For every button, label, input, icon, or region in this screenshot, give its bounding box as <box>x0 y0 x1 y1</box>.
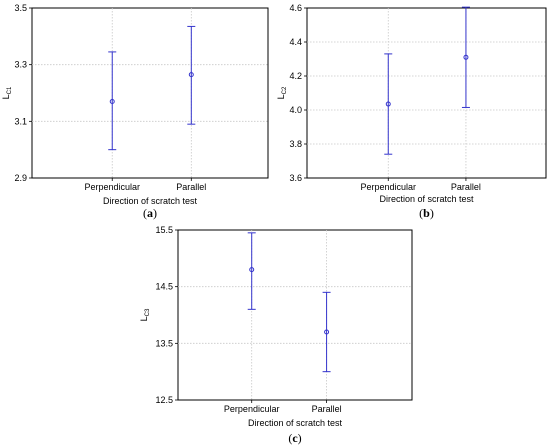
x-tick-label: Perpendicular <box>84 182 140 192</box>
y-tick-label: 3.1 <box>14 116 27 126</box>
y-tick-label: 3.8 <box>289 139 302 149</box>
caption-close-paren: ) <box>153 206 157 220</box>
x-tick-label: Parallel <box>451 182 481 192</box>
caption-close-paren: ) <box>298 431 302 445</box>
caption-open-paren: ( <box>288 431 292 445</box>
x-axis-label: Direction of scratch test <box>248 418 343 428</box>
chart-panel-b: 3.6 3.8 4.0 4.2 4.4 4.6 Perpendicular Parallel D… <box>276 3 547 220</box>
y-tick-label: 3.6 <box>289 173 302 183</box>
x-axis-label: Direction of scratch test <box>103 196 198 206</box>
y-tick-label: 12.5 <box>155 395 173 405</box>
plot-area <box>31 7 269 179</box>
mean-point <box>188 72 194 78</box>
y-tick-label: 15.5 <box>155 225 173 235</box>
mean-point <box>385 101 391 107</box>
caption-letter: a <box>147 206 153 220</box>
plot-area <box>306 7 547 179</box>
mean-point <box>109 99 115 104</box>
y-axis-label: LC3 <box>139 308 151 321</box>
y-axis-label-main: L <box>1 94 11 99</box>
chart-panel-c: 12.5 13.5 14.5 15.5 Perpendicular Parallel Dir… <box>139 225 413 445</box>
y-tick-label: 4.6 <box>289 3 302 13</box>
mean-point <box>249 267 255 273</box>
y-tick-label: 3.5 <box>14 3 27 13</box>
y-tick-label: 4.2 <box>289 71 302 81</box>
panel-caption: (a) <box>143 206 157 220</box>
y-axis-label-subscript: C2 <box>282 86 288 94</box>
y-tick-label: 4.4 <box>289 37 302 47</box>
y-axis-label-main: L <box>139 316 149 321</box>
y-tick-label: 14.5 <box>155 282 173 292</box>
caption-open-paren: ( <box>143 206 147 220</box>
y-axis-label-subscript: C1 <box>7 86 13 94</box>
y-tick-label: 4.0 <box>289 105 302 115</box>
caption-close-paren: ) <box>430 206 434 220</box>
caption-open-paren: ( <box>419 206 423 220</box>
x-tick-label: Perpendicular <box>360 182 416 192</box>
plot-area <box>177 229 413 401</box>
y-tick-label: 13.5 <box>155 338 173 348</box>
panel-caption: (b) <box>419 206 434 220</box>
mean-point <box>463 54 469 60</box>
panel-caption: (c) <box>288 431 301 445</box>
y-axis-label-main: L <box>276 94 286 99</box>
x-tick-label: Parallel <box>312 404 342 414</box>
chart-panel-a: 2.9 3.1 3.3 3.5 Perpendicular Parallel Directi… <box>1 3 269 220</box>
x-axis-label: Direction of scratch test <box>379 194 474 204</box>
caption-letter: c <box>292 431 298 445</box>
y-axis-label: LC1 <box>1 86 13 99</box>
y-tick-label: 3.3 <box>14 60 27 70</box>
caption-letter: b <box>423 206 430 220</box>
y-tick-label: 2.9 <box>14 173 27 183</box>
y-axis-label-subscript: C3 <box>145 308 151 316</box>
mean-point <box>324 329 330 335</box>
x-tick-label: Parallel <box>176 182 206 192</box>
x-tick-label: Perpendicular <box>224 404 280 414</box>
y-axis-label: LC2 <box>276 86 288 99</box>
